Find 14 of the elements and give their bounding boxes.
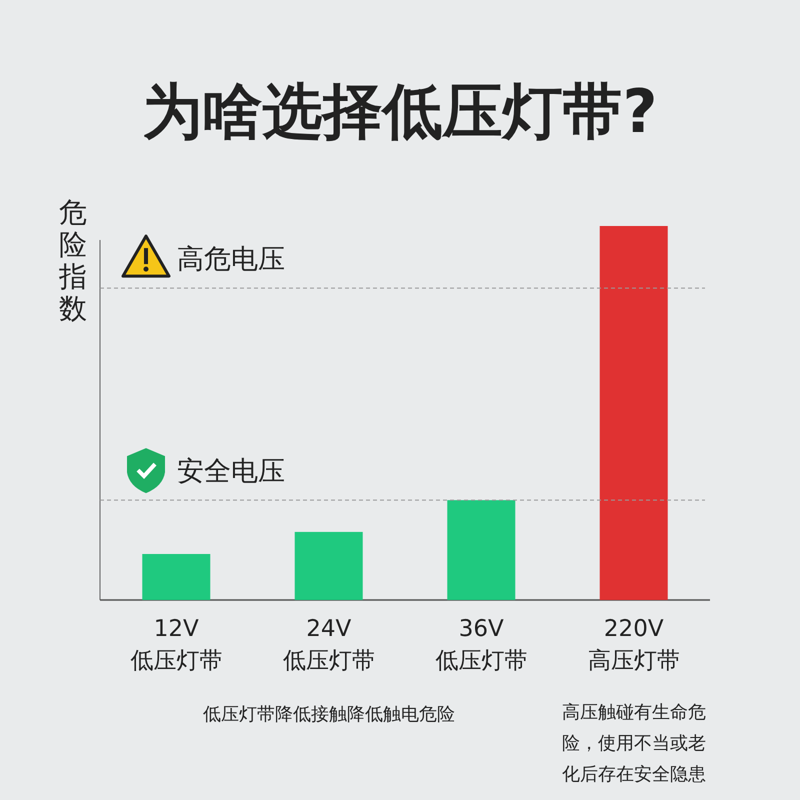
- bar: [294, 532, 363, 600]
- x-tick-label: 12V 低压灯带: [130, 616, 222, 674]
- ref-line-label: 高危电压: [177, 244, 285, 276]
- y-axis-title: 危险指数: [58, 196, 87, 325]
- chart-title: 为啥选择低压灯带?: [142, 77, 658, 147]
- x-tick-label: 220V 高压灯带: [588, 616, 680, 674]
- text: 高压触碰有生命危险，使用不当或老化后存在安全隐患: [562, 702, 706, 785]
- ref-line-label: 安全电压: [177, 456, 285, 488]
- bar: [447, 500, 516, 600]
- bar: [600, 226, 668, 600]
- x-tick-label: 36V 低压灯带: [435, 616, 528, 674]
- bar: [142, 554, 210, 600]
- x-tick-label: 24V 低压灯带: [282, 616, 375, 674]
- text: 低压灯带降低接触降低触电危险: [202, 704, 455, 725]
